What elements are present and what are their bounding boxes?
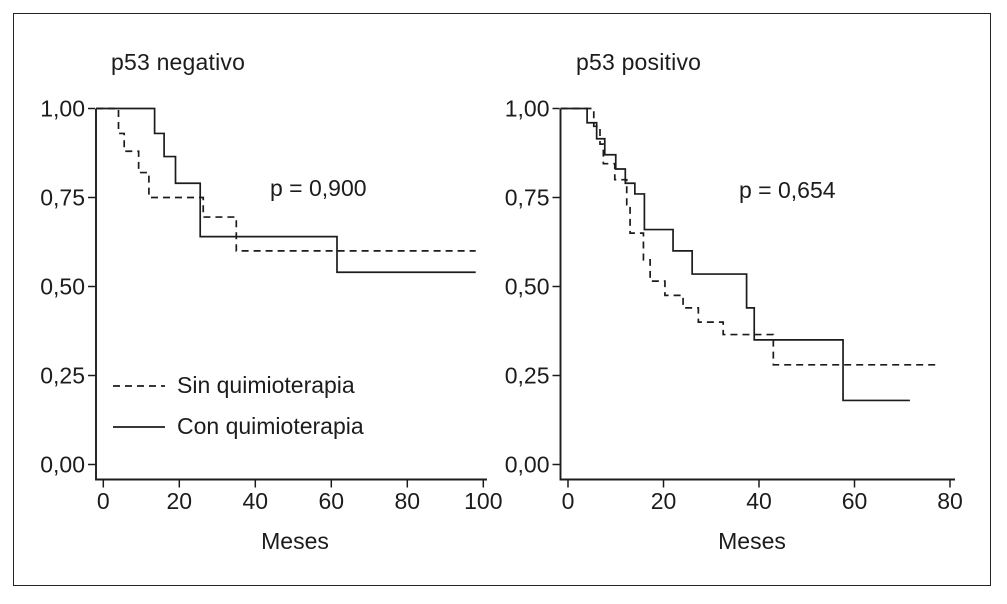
legend-row-con-quimioterapia: Con quimioterapia — [112, 413, 364, 439]
svg-text:0,75: 0,75 — [505, 185, 550, 211]
svg-text:1,00: 1,00 — [40, 96, 85, 122]
svg-text:0,50: 0,50 — [40, 274, 85, 300]
svg-text:80: 80 — [395, 488, 421, 514]
series-sin-quimioterapia — [560, 107, 936, 366]
series-sin-quimioterapia — [96, 107, 476, 252]
svg-text:1,00: 1,00 — [505, 96, 550, 122]
x-axis-label-left: Meses — [261, 528, 329, 554]
svg-text:100: 100 — [464, 488, 502, 514]
x-axis-label-right: Meses — [718, 528, 786, 554]
svg-text:0: 0 — [97, 488, 110, 514]
svg-text:0,00: 0,00 — [505, 452, 550, 478]
series-con-quimioterapia — [560, 107, 910, 402]
solid-line-sample-icon — [113, 425, 165, 428]
svg-text:0,75: 0,75 — [40, 185, 85, 211]
svg-text:40: 40 — [746, 488, 772, 514]
svg-text:0,25: 0,25 — [505, 363, 550, 389]
panel-title-p53-positivo: p53 positivo — [576, 49, 702, 75]
svg-text:0,25: 0,25 — [40, 363, 85, 389]
legend: Sin quimioterapia Con quimioterapia — [112, 372, 364, 439]
legend-row-sin-quimioterapia: Sin quimioterapia — [112, 372, 364, 398]
svg-text:80: 80 — [937, 488, 963, 514]
legend-label-con-quimioterapia: Con quimioterapia — [177, 413, 364, 439]
svg-text:0: 0 — [562, 488, 575, 514]
svg-text:20: 20 — [167, 488, 193, 514]
svg-text:60: 60 — [842, 488, 868, 514]
svg-text:0,50: 0,50 — [505, 274, 550, 300]
svg-text:40: 40 — [243, 488, 269, 514]
series-con-quimioterapia — [96, 107, 476, 274]
legend-label-sin-quimioterapia: Sin quimioterapia — [177, 372, 355, 398]
dashed-line-sample-icon — [113, 384, 165, 387]
panel-title-p53-negativo: p53 negativo — [111, 49, 246, 75]
svg-text:0,00: 0,00 — [40, 452, 85, 478]
figure-border — [13, 13, 991, 586]
svg-text:20: 20 — [651, 488, 677, 514]
svg-text:60: 60 — [319, 488, 345, 514]
p-value-right: p = 0,654 — [739, 177, 836, 203]
p-value-left: p = 0,900 — [270, 175, 367, 201]
